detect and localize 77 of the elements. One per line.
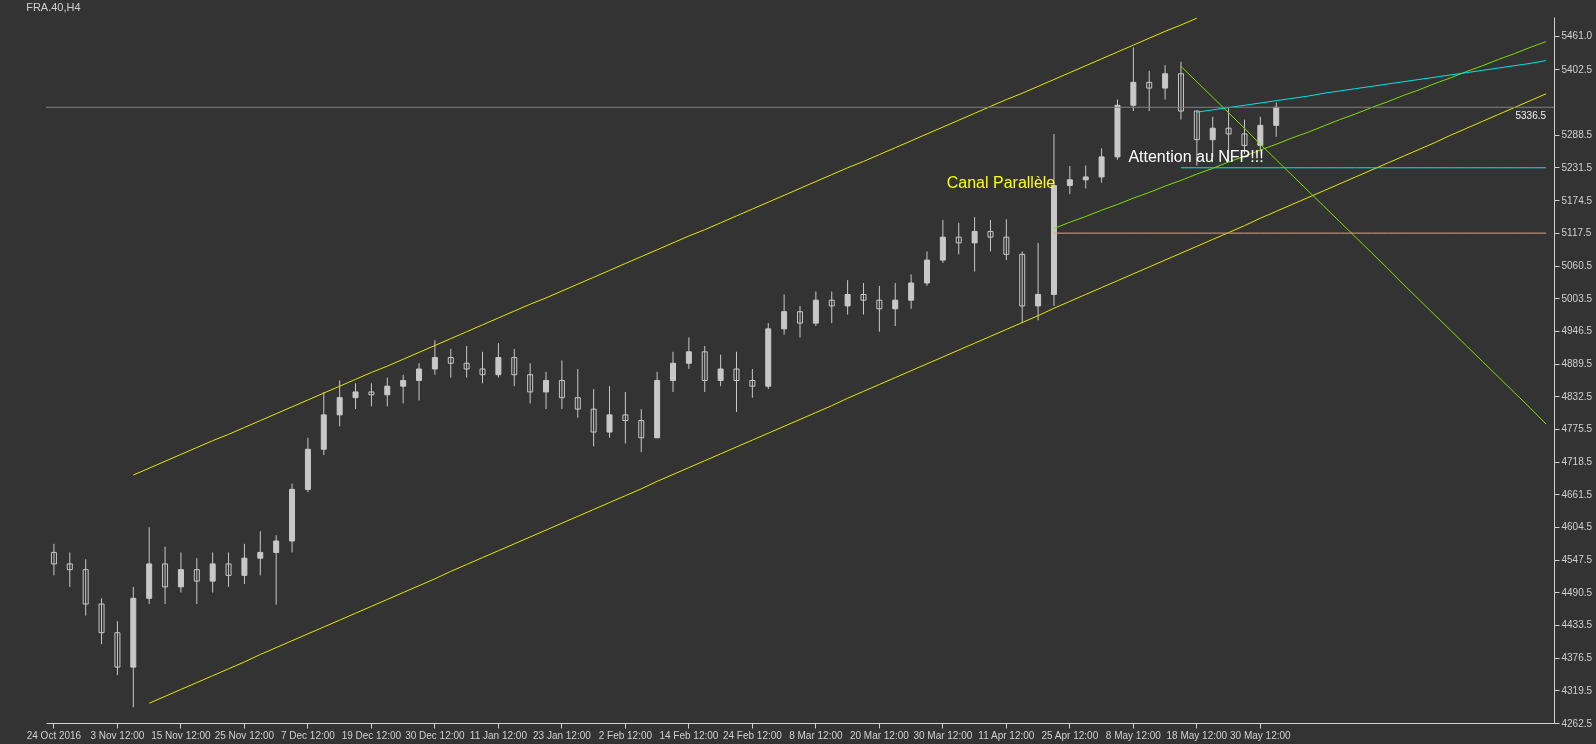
- candlestick: [1003, 218, 1010, 261]
- x-tick-label: 14 Feb 12:00: [659, 729, 719, 741]
- x-tick-label: 25 Nov 12:00: [214, 729, 275, 741]
- x-tick-label: 11 Apr 12:00: [978, 729, 1035, 741]
- candlestick: [955, 222, 962, 255]
- candlestick: [225, 551, 232, 588]
- x-tick-label: 19 Dec 12:00: [341, 729, 402, 741]
- candlestick: [1098, 147, 1105, 184]
- ref-line-label: 5336.5: [1515, 110, 1547, 122]
- y-tick-label: 5003.5: [1561, 292, 1593, 304]
- x-tick-label: 24 Feb 12:00: [722, 729, 783, 741]
- y-tick-label: 5231.5: [1561, 161, 1593, 173]
- candlestick: [1114, 99, 1121, 161]
- candlestick: [1082, 164, 1089, 189]
- y-tick-label: 4262.5: [1561, 717, 1593, 729]
- candlestick: [876, 285, 883, 333]
- candlestick: [447, 348, 454, 379]
- candlestick: [606, 385, 613, 439]
- candlestick: [98, 597, 105, 645]
- candlestick: [479, 351, 486, 384]
- candlestick: [749, 368, 756, 399]
- y-tick-label: 5461.0: [1561, 30, 1593, 42]
- x-tick-label: 30 Mar 12:00: [913, 729, 973, 741]
- x-tick-label: 24 Oct 2016: [26, 729, 82, 741]
- candlestick: [257, 530, 264, 576]
- y-tick-label: 4775.5: [1561, 423, 1593, 435]
- candlestick: [463, 345, 470, 379]
- candlestick: [495, 342, 502, 379]
- y-tick-label: 4832.5: [1561, 390, 1593, 402]
- x-tick-label: 3 Nov 12:00: [90, 729, 145, 741]
- y-tick-label: 5117.5: [1561, 227, 1592, 239]
- candlestick: [368, 382, 375, 407]
- candlestick: [241, 543, 248, 585]
- y-tick-label: 5174.5: [1561, 194, 1593, 206]
- y-tick-label: 4433.5: [1561, 619, 1593, 631]
- candlestick: [590, 388, 597, 447]
- y-tick-label: 5060.5: [1561, 260, 1593, 272]
- y-tick-label: 4889.5: [1561, 358, 1593, 370]
- candlestick: [828, 291, 835, 324]
- x-tick-label: 30 May 12:00: [1230, 729, 1292, 741]
- x-tick-label: 25 Apr 12:00: [1041, 729, 1099, 741]
- candlestick: [400, 374, 407, 404]
- candlestick: [114, 620, 121, 676]
- candlestick: [1146, 70, 1153, 112]
- x-tick-label: 2 Feb 12:00: [598, 729, 653, 741]
- x-tick-label: 30 Dec 12:00: [405, 729, 466, 741]
- candlestick: [66, 551, 73, 588]
- y-tick-label: 4490.5: [1561, 586, 1593, 598]
- y-tick-label: 5402.5: [1561, 63, 1593, 75]
- line-series: [132, 17, 1198, 476]
- candlestick: [987, 219, 994, 252]
- y-tick-label: 5288.5: [1561, 129, 1593, 141]
- candlestick: [622, 391, 629, 445]
- chart-title: FRA.40,H4: [26, 1, 81, 13]
- annotation: Canal Parallèle: [946, 174, 1056, 191]
- y-tick-label: 4604.5: [1561, 521, 1593, 533]
- x-tick-label: 18 May 12:00: [1166, 729, 1228, 741]
- x-tick-label: 7 Dec 12:00: [280, 729, 336, 741]
- y-tick-label: 4547.5: [1561, 554, 1593, 566]
- x-tick-label: 23 Jan 12:00: [532, 729, 592, 741]
- candlestick: [971, 216, 978, 273]
- candlestick: [733, 351, 740, 413]
- y-tick-label: 4718.5: [1561, 456, 1593, 468]
- x-tick-label: 20 Mar 12:00: [849, 729, 910, 741]
- candlestick: [717, 354, 724, 387]
- y-tick-label: 4376.5: [1561, 652, 1593, 664]
- y-tick-label: 4946.5: [1561, 325, 1593, 337]
- y-tick-label: 4661.5: [1561, 488, 1593, 500]
- line-series: [148, 93, 1547, 704]
- x-tick-label: 15 Nov 12:00: [151, 729, 212, 741]
- candlestick: [860, 282, 867, 316]
- candlestick: [352, 382, 359, 410]
- x-tick-label: 8 Mar 12:00: [789, 729, 843, 741]
- y-tick-label: 4319.5: [1561, 684, 1593, 696]
- x-tick-label: 8 May 12:00: [1105, 729, 1162, 741]
- candlestick: [844, 279, 851, 316]
- x-tick-label: 11 Jan 12:00: [469, 729, 528, 741]
